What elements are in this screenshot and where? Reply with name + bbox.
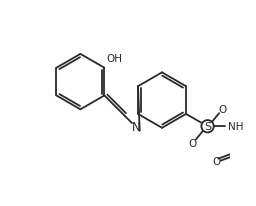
Text: S: S <box>204 122 211 132</box>
Text: N: N <box>132 121 140 134</box>
Text: O: O <box>219 105 227 115</box>
Text: O: O <box>212 156 220 166</box>
Circle shape <box>201 121 214 133</box>
Text: OH: OH <box>106 54 122 64</box>
Text: O: O <box>188 138 196 149</box>
Text: NH: NH <box>228 122 243 132</box>
Text: CH₃: CH₃ <box>255 148 256 158</box>
